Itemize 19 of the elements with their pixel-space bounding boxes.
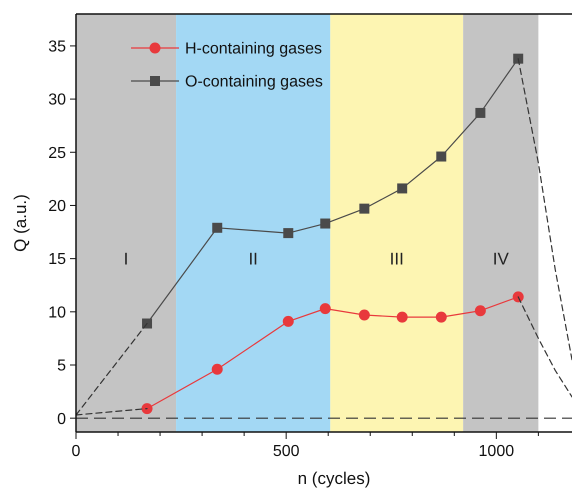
- band-label: I: [124, 250, 128, 269]
- band-label: III: [390, 250, 404, 269]
- x-tick-label: 1000: [478, 443, 514, 460]
- y-tick-label: 0: [57, 410, 66, 428]
- legend-label: H-containing gases: [185, 40, 322, 58]
- x-axis-title: n (cycles): [298, 469, 370, 488]
- legend-label: O-containing gases: [185, 74, 323, 91]
- y-tick-label: 20: [48, 198, 66, 216]
- y-tick-label: 15: [48, 251, 66, 268]
- y-tick-label: 25: [48, 144, 66, 162]
- y-axis-title: Q (a.u.): [11, 194, 30, 252]
- y-tick-label: 10: [48, 304, 66, 322]
- y-tick-label: 30: [48, 92, 66, 109]
- y-tick-label: 35: [48, 38, 66, 56]
- x-tick-label: 500: [272, 443, 300, 460]
- y-tick-label: 5: [57, 358, 66, 375]
- band-label: II: [248, 250, 258, 269]
- band-label: IV: [492, 250, 510, 269]
- x-tick-label: 0: [72, 443, 81, 460]
